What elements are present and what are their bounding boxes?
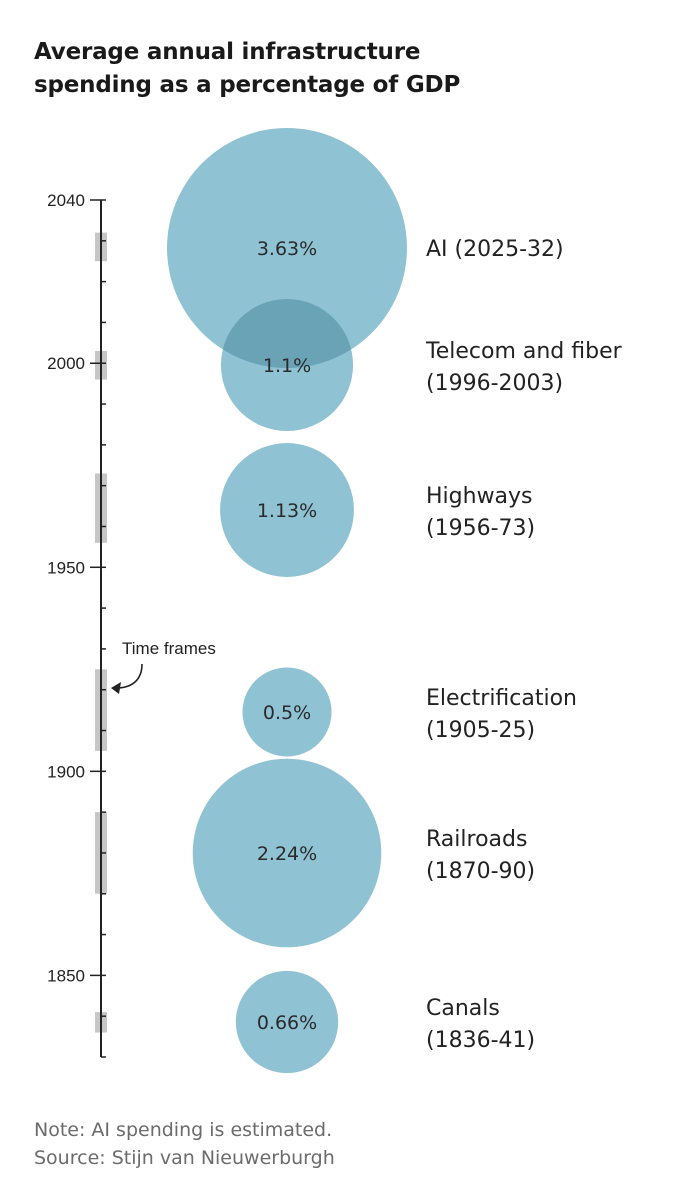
chart-title: Average annual infrastructure spending a… — [34, 36, 554, 102]
category-label: Canals — [426, 996, 500, 1021]
tick-label: 2040 — [47, 191, 85, 210]
tick-label: 1900 — [47, 762, 85, 781]
annotation-arrowhead — [111, 682, 121, 694]
value-label: 1.13% — [257, 500, 317, 522]
timeline-axis: 1850 1900 1950 2000 2040 — [47, 191, 106, 1058]
value-label: 1.1% — [263, 355, 311, 377]
tick-label: 1850 — [47, 966, 85, 985]
annotation-layer: Time frames — [111, 639, 216, 694]
value-label: 0.5% — [263, 702, 311, 724]
category-period-label: (1836-41) — [426, 1028, 535, 1053]
category-label: AI (2025-32) — [426, 237, 564, 262]
tick-label: 2000 — [47, 354, 85, 373]
category-period-label: (1956-73) — [426, 516, 535, 541]
note-text: Note: AI spending is estimated. — [34, 1119, 333, 1141]
bubble — [220, 443, 354, 577]
value-label: 0.66% — [257, 1012, 317, 1034]
bubble — [167, 128, 407, 368]
value-label: 3.63% — [257, 238, 317, 260]
chart-title-line-2: spending as a percentage of GDP — [34, 72, 461, 98]
chart-title-line-1: Average annual infrastructure — [34, 39, 421, 65]
category-label: Highways — [426, 484, 533, 509]
category-period-label: (1905-25) — [426, 718, 535, 743]
tick-label: 1950 — [47, 558, 85, 577]
category-period-label: (1870-90) — [426, 859, 535, 884]
footnotes: Note: AI spending is estimated. Source: … — [34, 1116, 335, 1172]
label-layer: 3.63% AI (2025-32) 1.1% Telecom and fiber (1… — [257, 237, 623, 1053]
category-label: Railroads — [426, 827, 527, 852]
category-label: Telecom and fiber — [425, 339, 623, 364]
bubble — [192, 758, 382, 948]
value-label: 2.24% — [257, 843, 317, 865]
bubble-layer — [167, 128, 407, 1074]
source-text: Source: Stijn van Nieuwerburgh — [34, 1147, 335, 1169]
bubble-overlap — [220, 298, 354, 368]
chart-area: 1850 1900 1950 2000 2040 3.63% AI (2025-32) 1.… — [47, 128, 623, 1074]
annotation-text: Time frames — [122, 639, 216, 658]
category-period-label: (1996-2003) — [426, 371, 563, 396]
bubble — [242, 667, 332, 757]
bubble — [235, 970, 339, 1074]
category-label: Electrification — [426, 686, 577, 711]
